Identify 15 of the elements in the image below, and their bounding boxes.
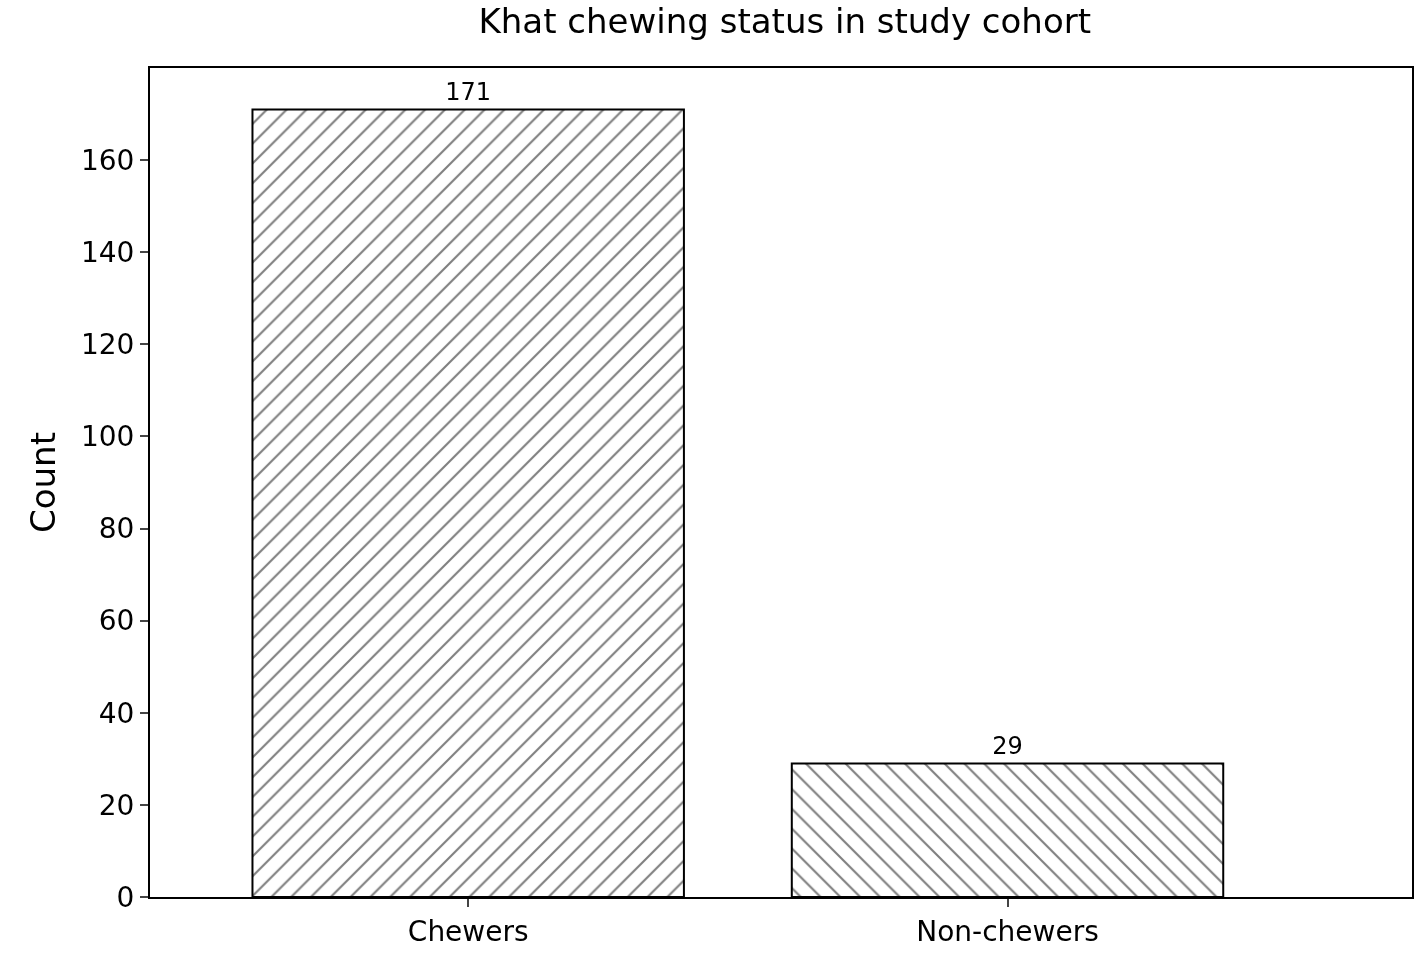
y-tick-label: 140 bbox=[80, 236, 135, 270]
y-tick-label: 60 bbox=[98, 604, 135, 638]
data-label: 171 bbox=[445, 78, 492, 107]
y-tick-label: 20 bbox=[98, 788, 135, 822]
y-tick-label: 40 bbox=[98, 696, 135, 730]
chart-title: Khat chewing status in study cohort bbox=[478, 1, 1092, 42]
x-tick-label: Chewers bbox=[407, 914, 529, 948]
x-tick-label: Non-chewers bbox=[916, 914, 1099, 948]
y-tick-label: 160 bbox=[80, 143, 135, 177]
y-tick-label: 100 bbox=[80, 420, 135, 454]
y-tick-label: 0 bbox=[116, 880, 135, 914]
y-tick-label: 80 bbox=[98, 512, 135, 546]
y-tick-label: 120 bbox=[80, 328, 135, 362]
y-axis-title: Count bbox=[23, 432, 64, 533]
data-label: 29 bbox=[992, 732, 1023, 761]
